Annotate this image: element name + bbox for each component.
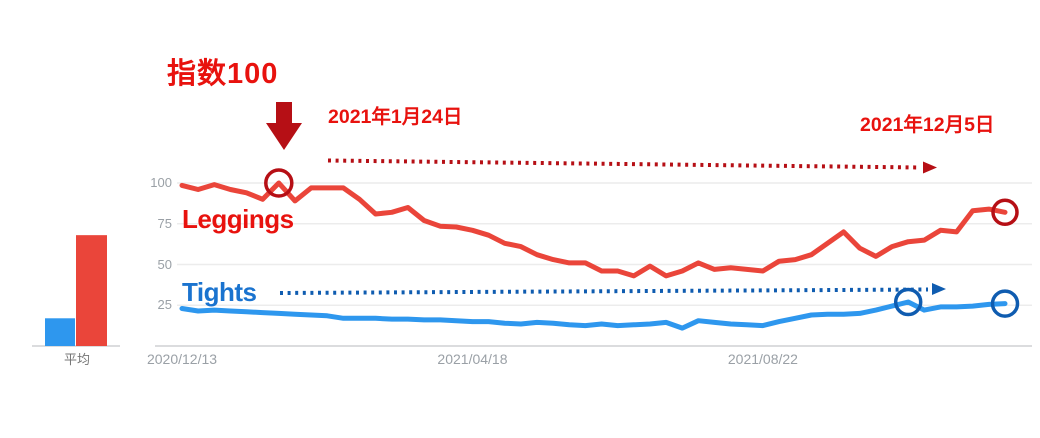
- index-100-label: 指数100: [167, 58, 279, 90]
- avg-label: 平均: [63, 352, 90, 367]
- x-tick-label: 2021/04/18: [437, 351, 508, 367]
- x-tick-label: 2020/12/13: [146, 351, 218, 367]
- y-tick-label: 100: [150, 175, 172, 190]
- x-tick-label: 2021/08/22: [727, 351, 798, 367]
- y-tick-label: 75: [157, 215, 172, 231]
- down-arrow-icon: [266, 102, 302, 150]
- y-tick-label: 50: [157, 256, 172, 272]
- leggings-line: [179, 180, 1008, 279]
- y-tick-label: 25: [157, 297, 172, 313]
- blue-dotted-arrow: [279, 283, 946, 295]
- tights-line: [179, 299, 1008, 331]
- avg-bar-tights: [45, 318, 75, 346]
- end-date-label: 2021年12月5日: [860, 114, 995, 136]
- highlight-circle: [893, 287, 923, 317]
- tights-label: Tights: [182, 277, 257, 307]
- highlight-circle: [990, 289, 1020, 318]
- leggings-label: Leggings: [182, 204, 294, 234]
- highlight-circle: [991, 198, 1019, 227]
- red-dotted-arrow: [327, 158, 937, 174]
- avg-bar-leggings: [76, 235, 107, 346]
- highlight-circle: [264, 168, 294, 198]
- peak-date-label: 2021年1月24日: [328, 106, 463, 128]
